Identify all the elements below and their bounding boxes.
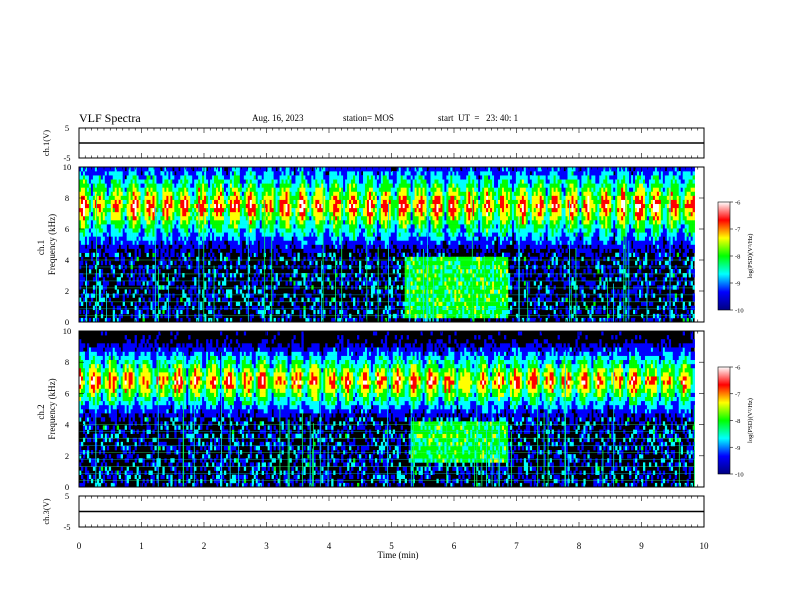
station-label: station= MOS [343,113,394,123]
xtick-label: 10 [700,541,710,551]
ch1-colorbar: -6 -7 -8 -9 -10 log(PSD)(V²/Hz) [717,200,754,315]
ytick-label: 0 [65,317,69,327]
date-label: Aug. 16, 2023 [252,113,304,123]
xaxis-label: Time (min) [378,550,419,560]
ytick-label: 2 [65,286,69,296]
colorbar-tick-label: -10 [735,308,744,315]
waveform-ylabel: ch.3(V) [41,498,51,524]
ch3-waveform-panel: 5 -5 ch.3(V) [41,491,705,532]
xtick-label: 9 [639,541,644,551]
colorbar-tick-label: -6 [735,365,741,372]
xtick-label: 4 [327,541,332,551]
xtick-label: 0 [77,541,82,551]
xtick-label: 2 [202,541,207,551]
spectrogram-ylabel: Frequency (kHz) [47,214,57,275]
xtick-label: 6 [452,541,457,551]
ytick-label: 10 [63,326,72,336]
ytick-label: 4 [65,420,70,430]
ch2-spectrogram-panel: 0 2 4 6 8 10 ch.2 Frequency (kHz) [36,326,705,492]
time-axis: 0 1 2 3 4 5 6 7 8 9 10 Time (min) [77,541,709,560]
ytick-label: -5 [63,153,70,163]
ytick-label: -5 [63,522,70,532]
xtick-label: 3 [264,541,269,551]
colorbar-tick-label: -7 [735,391,741,398]
ytick-label: 6 [65,224,69,234]
spectrogram-channel-label: ch.2 [36,404,46,419]
colorbar-tick-label: -9 [735,281,740,288]
colorbar-gradient [717,366,731,475]
ch1-waveform-panel: 5 -5 ch.1(V) [41,123,705,163]
colorbar-tick-label: -6 [735,200,741,207]
spectrogram-ylabel: Frequency (kHz) [47,378,57,439]
xtick-label: 7 [514,541,519,551]
colorbar-tick-label: -7 [735,227,741,234]
ytick-label: 5 [65,123,69,133]
ytick-label: 10 [63,162,72,172]
ytick-label: 0 [65,482,69,492]
ch2-colorbar: -6 -7 -8 -9 -10 log(PSD)(V²/Hz) [717,365,754,479]
colorbar-tick-label: -9 [735,445,740,452]
ytick-label: 6 [65,388,69,398]
ytick-label: 2 [65,451,69,461]
xtick-label: 1 [139,541,144,551]
waveform-ylabel: ch.1(V) [41,130,51,156]
figure-title: VLF Spectra [79,111,141,125]
colorbar-tick-label: -8 [735,418,740,425]
colorbar-label: log(PSD)(V²/Hz) [747,398,754,443]
spectrogram-channel-label: ch.1 [36,240,46,255]
ytick-label: 4 [65,255,70,265]
xtick-label: 5 [389,541,394,551]
ytick-label: 8 [65,357,69,367]
start-ut-label: start UT = 23: 40: 1 [438,113,519,123]
colorbar-gradient [717,201,731,311]
colorbar-tick-label: -8 [735,254,740,261]
colorbar-tick-label: -10 [735,472,744,479]
ytick-label: 8 [65,193,69,203]
ch1-spectrogram-panel: 0 2 4 6 8 10 ch.1 Frequency (kHz) [36,162,705,327]
ytick-label: 5 [65,491,69,501]
colorbar-label: log(PSD)(V²/Hz) [747,234,754,279]
xtick-label: 8 [577,541,582,551]
